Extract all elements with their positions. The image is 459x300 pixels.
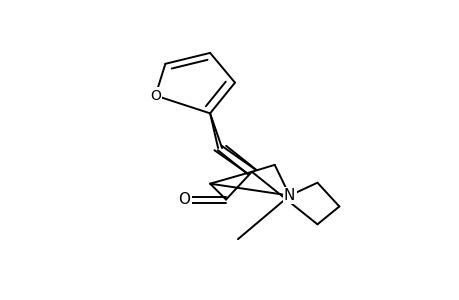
Text: O: O (178, 192, 190, 207)
Text: N: N (283, 188, 295, 203)
Text: O: O (150, 88, 161, 103)
Text: O: O (150, 88, 161, 103)
